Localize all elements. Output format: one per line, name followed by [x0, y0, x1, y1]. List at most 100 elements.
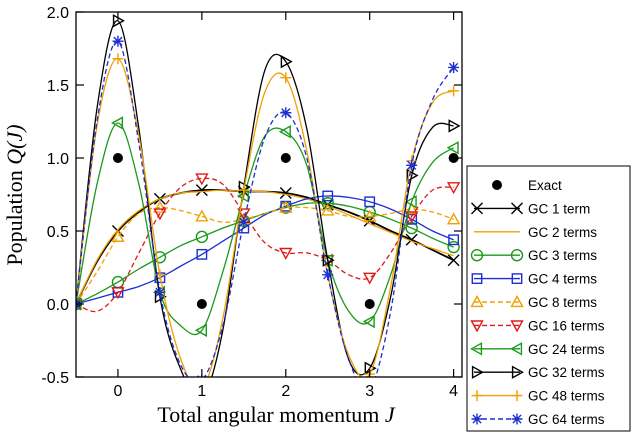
plot-area	[76, 12, 462, 377]
legend-gc-3-terms-marker	[470, 248, 484, 262]
series-gc-24-terms-point	[446, 141, 459, 155]
legend-gc-2-terms: GC 2 terms	[474, 225, 597, 240]
series-gc-24-terms-point	[278, 125, 291, 139]
series-gc-2-terms	[76, 189, 454, 305]
series-gc-1-term-point	[195, 184, 208, 197]
legend-gc-4-terms: GC 4 terms	[471, 272, 597, 287]
series-gc-4-terms-point	[406, 213, 418, 225]
y-tick-label: 0.0	[47, 297, 69, 314]
series-gc-16-terms-point	[446, 182, 461, 195]
legend-gc-4-terms-label: GC 4 terms	[528, 272, 597, 287]
legend-gc-1-term-label: GC 1 term	[528, 201, 590, 216]
legend-gc-24-terms: GC 24 terms	[470, 342, 605, 357]
y-tick-label: 1.0	[47, 151, 69, 168]
legend-gc-1-term-marker	[471, 202, 483, 215]
exact-point	[112, 153, 123, 163]
legend-box	[466, 165, 631, 432]
legend-gc-1-term: GC 1 term	[471, 201, 590, 216]
x-tick-label: 1	[197, 383, 206, 400]
legend-gc-48-terms-marker	[511, 390, 523, 402]
series-gc-1-term-point	[405, 233, 418, 246]
series-gc-8-terms-point	[279, 200, 293, 213]
series-gc-64-terms-point	[112, 35, 124, 47]
series-gc-16-terms-point	[363, 272, 377, 285]
series-gc-8-terms-line	[76, 206, 454, 305]
series-gc-24-terms-point	[194, 323, 207, 337]
series-gc-64-terms-line	[76, 40, 455, 377]
series-gc-4-terms-point	[322, 190, 334, 202]
series-gc-4-terms-point	[196, 248, 208, 260]
series-gc-64-terms-point	[406, 159, 418, 171]
legend-gc-32-terms-label: GC 32 terms	[528, 365, 605, 380]
series-gc-16-terms-point	[404, 211, 419, 224]
legend-exact-label: Exact	[528, 178, 562, 193]
x-tick-label: 2	[281, 383, 290, 400]
x-tick-label: 3	[365, 383, 374, 400]
series-gc-64-terms-point	[154, 286, 166, 298]
series-gc-32-terms-point	[406, 168, 419, 183]
legend-gc-24-terms-label: GC 24 terms	[528, 342, 605, 357]
series-gc-8-terms-point	[153, 200, 167, 213]
y-tick-label: 0.5	[47, 224, 69, 241]
series-gc-24-terms-point	[404, 195, 417, 209]
legend-gc-64-terms-label: GC 64 terms	[528, 412, 605, 427]
series-gc-64-terms-point	[238, 216, 250, 228]
series-gc-16-terms-line	[76, 177, 454, 313]
legend-gc-64-terms-marker	[471, 413, 483, 425]
x-axis-title: Total angular momentum J	[157, 402, 396, 427]
legend-gc-64-terms: GC 64 terms	[471, 412, 605, 427]
series-gc-4-terms-point	[448, 234, 460, 246]
legend-gc-8-terms-marker	[510, 295, 524, 308]
legend-exact-marker	[492, 180, 502, 190]
legend-gc-16-terms-marker	[510, 320, 524, 333]
series-gc-32-terms-point	[448, 119, 461, 133]
legend-gc-1-term-marker	[511, 202, 523, 215]
series-gc-16-terms-point	[111, 287, 125, 300]
legend-gc-8-terms: GC 8 terms	[470, 295, 597, 310]
series-gc-64-terms-point	[280, 107, 292, 119]
series-gc-48-terms-point	[238, 184, 250, 196]
legend-gc-32-terms-marker	[471, 365, 484, 379]
y-tick-label: 2.0	[47, 5, 69, 22]
legend-gc-64-terms-marker	[511, 413, 523, 425]
legend-gc-32-terms-marker	[511, 365, 524, 379]
series-gc-8-terms-point	[363, 209, 377, 222]
y-tick-label: -0.5	[41, 370, 69, 387]
series-gc-24-terms-line	[76, 122, 454, 336]
series-gc-16-terms-point	[195, 173, 209, 186]
legend-gc-32-terms: GC 32 terms	[471, 365, 605, 380]
legend-gc-4-terms-marker	[511, 273, 523, 284]
legend-gc-4-terms-marker	[471, 273, 483, 284]
series-gc-2-terms-line	[76, 189, 454, 305]
series-gc-16-terms-point	[237, 208, 251, 221]
exact-point	[196, 299, 207, 309]
series-gc-32-terms-line	[76, 20, 454, 377]
exact-point	[280, 153, 291, 163]
legend-gc-24-terms-marker	[510, 342, 523, 356]
series-gc-48-terms-point	[448, 85, 460, 97]
x-tick-label: 4	[449, 383, 458, 400]
series-gc-8-terms-point	[321, 203, 335, 216]
series-gc-1-term-point	[279, 187, 292, 200]
x-tick-label: 0	[114, 383, 123, 400]
legend-gc-3-terms: GC 3 terms	[470, 248, 597, 263]
series-gc-16-terms-point	[153, 208, 167, 221]
y-axis-title: Population Q(J)	[2, 124, 27, 265]
series-gc-32-terms-point	[280, 54, 293, 69]
series-gc-16-terms-point	[279, 247, 293, 260]
legend-gc-2-terms-label: GC 2 terms	[528, 225, 597, 240]
series-gc-4-terms-point	[364, 196, 376, 208]
legend-gc-3-terms-marker	[510, 248, 524, 262]
series-gc-24-terms-point	[362, 314, 375, 329]
legend-exact: Exact	[492, 178, 562, 193]
series-layer	[76, 14, 461, 377]
legend-gc-16-terms-marker	[470, 320, 484, 333]
legend-gc-24-terms-marker	[470, 342, 483, 356]
legend-gc-8-terms-marker	[470, 295, 484, 308]
series-gc-48-terms-point	[112, 53, 124, 65]
series-gc-4-terms-line	[76, 195, 454, 305]
y-tick-label: 1.5	[47, 78, 69, 95]
series-gc-8-terms-point	[111, 229, 125, 242]
series-gc-24-terms-point	[111, 116, 124, 130]
